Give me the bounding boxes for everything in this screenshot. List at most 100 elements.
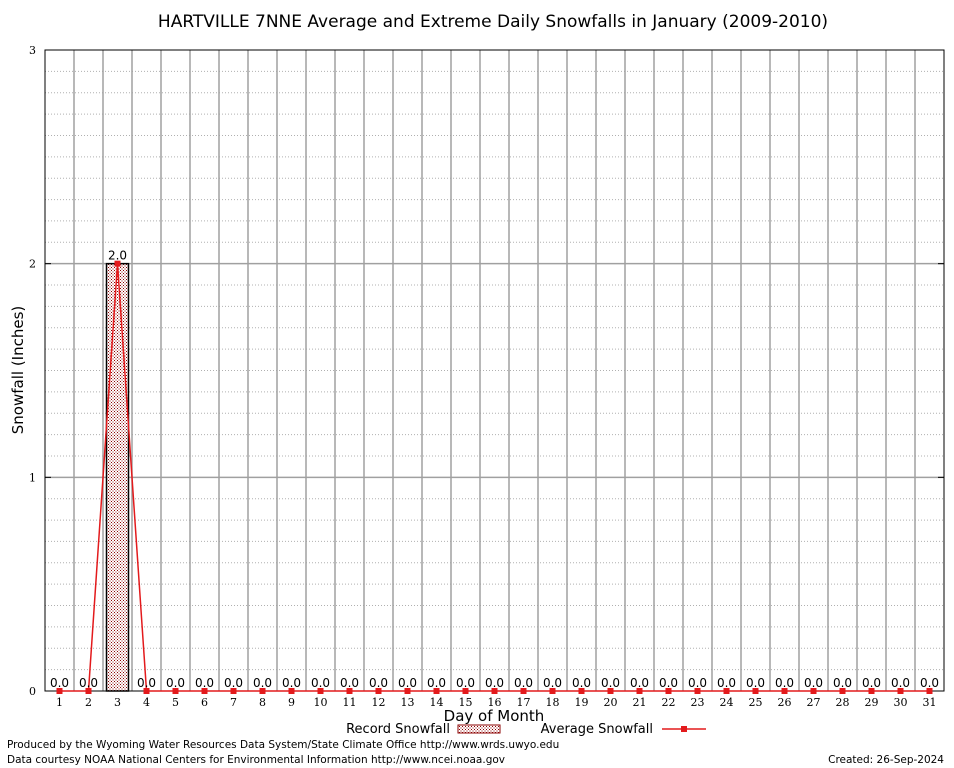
x-tick-label: 20: [604, 696, 618, 709]
bar-value-label: 0.0: [804, 676, 823, 690]
average-point: [723, 688, 730, 694]
x-tick-label: 18: [546, 696, 560, 709]
bar-value-label: 0.0: [572, 676, 591, 690]
average-point: [85, 688, 92, 694]
x-tick-label: 10: [314, 696, 328, 709]
average-point: [578, 688, 585, 694]
bar-value-label: 0.0: [833, 676, 852, 690]
average-point: [607, 688, 614, 694]
bar-value-label: 0.0: [50, 676, 69, 690]
x-tick-label: 14: [430, 696, 444, 709]
bar-value-label: 0.0: [79, 676, 98, 690]
bar-value-label: 0.0: [891, 676, 910, 690]
bar-value-label: 2.0: [108, 249, 127, 263]
x-tick-label: 15: [459, 696, 473, 709]
x-tick-label: 12: [372, 696, 386, 709]
x-tick-label: 23: [691, 696, 705, 709]
average-point: [375, 688, 382, 694]
bar-value-label: 0.0: [224, 676, 243, 690]
average-point: [694, 688, 701, 694]
x-tick-label: 22: [662, 696, 676, 709]
bar-value-label: 0.0: [920, 676, 939, 690]
bar-value-label: 0.0: [427, 676, 446, 690]
legend-average-marker: [681, 726, 687, 732]
x-axis-ticks: 1 2 3 4 5 6 7 8 9 10 11 12 13 14 15 16 17 18 19 20 21 22 23 24 2…: [56, 696, 937, 709]
footer-created: Created: 26-Sep-2024: [828, 754, 944, 766]
y-tick-label: 3: [29, 44, 36, 57]
x-tick-label: 28: [836, 696, 850, 709]
grid-lines: [45, 50, 944, 691]
x-tick-label: 26: [778, 696, 792, 709]
x-tick-label: 24: [720, 696, 734, 709]
average-point: [926, 688, 933, 694]
x-tick-label: 9: [288, 696, 295, 709]
average-point: [897, 688, 904, 694]
bar-value-label: 0.0: [630, 676, 649, 690]
average-point: [636, 688, 643, 694]
x-tick-label: 6: [201, 696, 208, 709]
average-point: [114, 260, 121, 267]
average-point: [462, 688, 469, 694]
average-point: [201, 688, 208, 694]
x-tick-label: 1: [56, 696, 63, 709]
x-tick-label: 21: [633, 696, 647, 709]
average-point: [346, 688, 353, 694]
bar-value-label: 0.0: [688, 676, 707, 690]
average-point: [56, 688, 63, 694]
x-tick-label: 16: [488, 696, 502, 709]
legend-average-label: Average Snowfall: [541, 722, 653, 737]
average-point: [433, 688, 440, 694]
x-tick-label: 3: [114, 696, 121, 709]
x-tick-label: 31: [923, 696, 937, 709]
average-point: [839, 688, 846, 694]
x-tick-label: 19: [575, 696, 589, 709]
average-point: [172, 688, 179, 694]
average-point: [868, 688, 875, 694]
record-bars: [105, 262, 130, 692]
y-tick-label: 2: [29, 258, 36, 271]
bar-value-label: 0.0: [746, 676, 765, 690]
x-axis-label: Day of Month: [444, 707, 545, 725]
average-point: [317, 688, 324, 694]
average-point: [230, 688, 237, 694]
bar-value-label: 0.0: [456, 676, 475, 690]
x-tick-label: 8: [259, 696, 266, 709]
x-tick-label: 11: [343, 696, 357, 709]
x-tick-label: 27: [807, 696, 821, 709]
average-point: [781, 688, 788, 694]
average-point: [752, 688, 759, 694]
bar-value-label: 0.0: [166, 676, 185, 690]
average-point: [491, 688, 498, 694]
x-tick-label: 29: [865, 696, 879, 709]
legend-record-swatch: [457, 724, 501, 734]
x-tick-label: 2: [85, 696, 92, 709]
bar-value-label: 0.0: [369, 676, 388, 690]
bar-value-label: 0.0: [340, 676, 359, 690]
bar-value-label: 0.0: [195, 676, 214, 690]
chart-title: HARTVILLE 7NNE Average and Extreme Daily…: [158, 12, 828, 32]
average-point: [665, 688, 672, 694]
bar-value-labels: 0.0 0.0 2.0 0.0 0.0 0.0 0.0 0.0 0.0 0.0 0.0 0.0 0.0 0…: [50, 249, 939, 690]
bar-value-label: 0.0: [514, 676, 533, 690]
y-axis-label: Snowfall (Inches): [9, 306, 27, 434]
y-tick-label: 1: [29, 471, 36, 484]
x-tick-label: 25: [749, 696, 763, 709]
bar-value-label: 0.0: [253, 676, 272, 690]
bar-value-label: 0.0: [311, 676, 330, 690]
bar-value-label: 0.0: [485, 676, 504, 690]
footer-data-courtesy: Data courtesy NOAA National Centers for …: [7, 754, 505, 766]
bar-value-label: 0.0: [282, 676, 301, 690]
legend: Record Snowfall Average Snowfall: [346, 722, 706, 737]
average-point: [288, 688, 295, 694]
x-tick-label: 5: [172, 696, 179, 709]
x-tick-label: 4: [143, 696, 150, 709]
plot-area-border: [44, 49, 945, 692]
average-line: [56, 260, 933, 694]
bar-value-label: 0.0: [543, 676, 562, 690]
bar-value-label: 0.0: [137, 676, 156, 690]
average-point: [520, 688, 527, 694]
average-point: [549, 688, 556, 694]
bar-value-label: 0.0: [659, 676, 678, 690]
record-bar: [105, 262, 130, 692]
